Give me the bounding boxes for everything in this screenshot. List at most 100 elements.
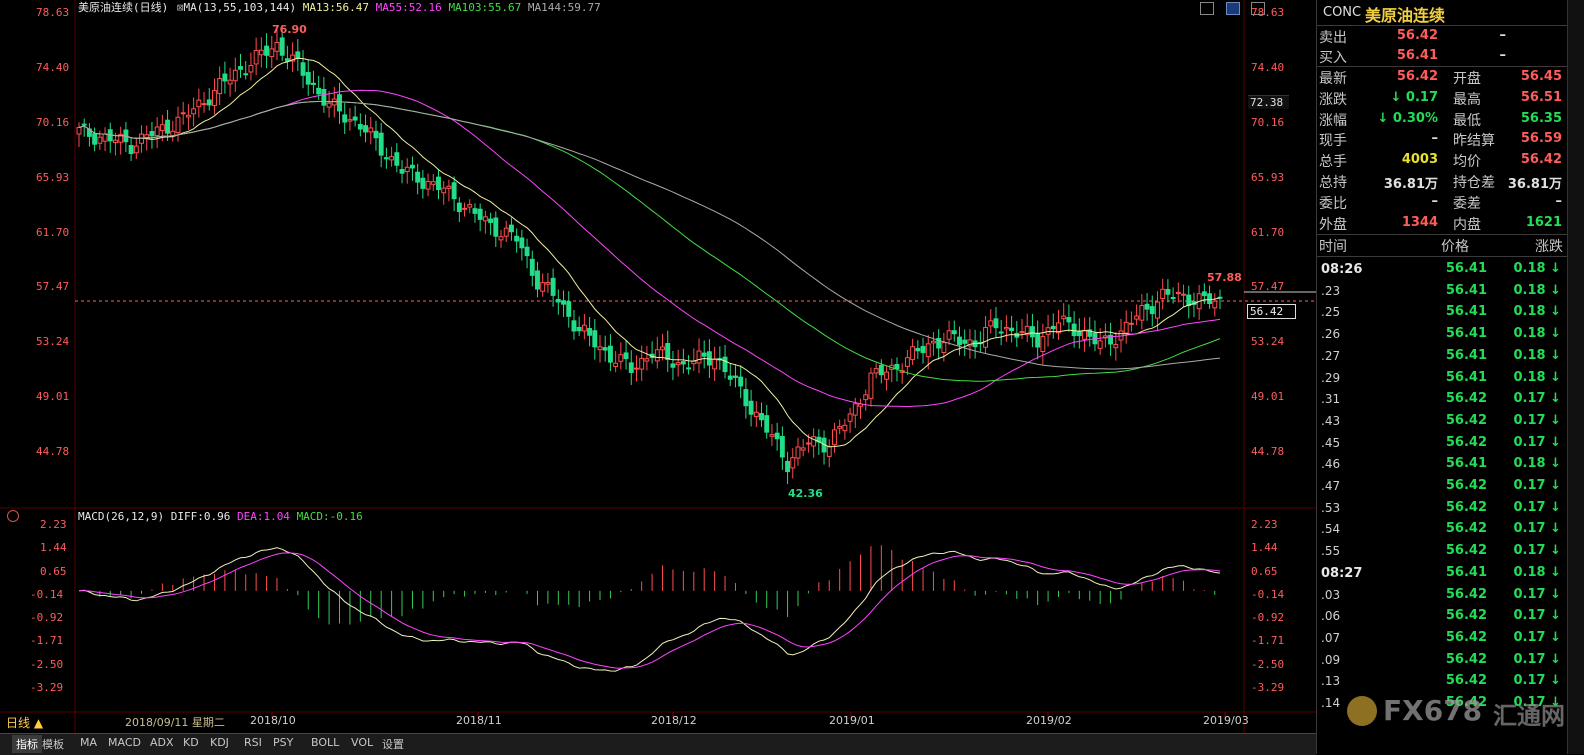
tick-row[interactable]: .46 56.41 0.18 ↓ [1317, 454, 1569, 475]
candle [1009, 315, 1015, 343]
tick-row[interactable]: .07 56.42 0.17 ↓ [1317, 628, 1569, 649]
layout-icon[interactable] [1251, 2, 1266, 15]
candle [1165, 279, 1171, 303]
date-label: 2018/11 [456, 714, 502, 727]
macd-tick-right: -2.50 [1251, 657, 1285, 671]
chart-area[interactable]: 76.90 42.36 57.88 美原油连续(日线) ⊠MA(13,55,103,… [0, 0, 1316, 754]
macd-tick-left: 0.65 [40, 564, 67, 578]
tab-9[interactable]: BOLL [311, 736, 340, 749]
candle [462, 202, 467, 217]
candle [587, 317, 593, 347]
ma-settings-icon[interactable]: ⊠ [176, 1, 184, 14]
candle [1056, 309, 1061, 340]
stat-value: 56.35 [1520, 110, 1562, 126]
stat-label: 最高 [1453, 91, 1481, 108]
dea-value: DEA:1.04 [236, 510, 290, 523]
tick-row[interactable]: .27 56.41 0.18 ↓ [1317, 346, 1569, 367]
tick-row[interactable]: .31 56.42 0.17 ↓ [1317, 389, 1569, 410]
stat-label: 总持 [1319, 175, 1347, 191]
candle [607, 334, 613, 372]
macd-tick-left: 2.23 [40, 518, 67, 531]
tab-3[interactable]: MACD [108, 736, 141, 749]
tick-row[interactable]: .26 56.41 0.18 ↓ [1317, 324, 1569, 345]
quote-scrollbar[interactable] [1567, 0, 1584, 754]
macd-tick-right: 2.23 [1251, 518, 1278, 531]
dea-line [78, 552, 1221, 669]
candle [258, 37, 264, 68]
tick-time: .25 [1321, 305, 1341, 320]
macd-tick-left: -0.14 [30, 587, 64, 601]
tick-header-price: 价格 [1441, 239, 1469, 255]
tab-5[interactable]: KD [183, 736, 199, 749]
candle [1092, 320, 1098, 352]
tick-price: 56.41 [1445, 369, 1487, 385]
tick-row[interactable]: .14 56.42 0.17 ↓ [1317, 693, 1569, 714]
candle [1029, 313, 1035, 348]
tick-row[interactable]: .43 56.42 0.17 ↓ [1317, 411, 1569, 432]
candle [498, 229, 504, 248]
tick-row[interactable]: .25 56.41 0.18 ↓ [1317, 302, 1569, 323]
candle [1108, 322, 1114, 356]
candle [1082, 317, 1087, 352]
candle [904, 349, 910, 376]
candle [581, 314, 587, 340]
tick-row[interactable]: 08:27 56.41 0.18 ↓ [1317, 563, 1569, 584]
tick-change: 0.18 ↓ [1513, 326, 1562, 342]
candle [930, 332, 936, 356]
tick-price: 56.42 [1445, 629, 1487, 645]
tab-1[interactable]: 模板 [42, 738, 64, 751]
candle [680, 348, 686, 374]
tick-time: .31 [1321, 392, 1341, 407]
candle [347, 108, 353, 131]
candle [717, 346, 723, 370]
period-selector[interactable]: 日线 ▲ [6, 716, 44, 730]
candle [180, 101, 186, 125]
candle [644, 345, 650, 371]
date-label: 2018/12 [651, 714, 697, 727]
tick-row[interactable]: .54 56.42 0.17 ↓ [1317, 519, 1569, 540]
tab-10[interactable]: VOL [351, 736, 374, 749]
candle [331, 86, 337, 118]
buy-label: 买入 [1319, 50, 1347, 66]
candle [764, 404, 770, 439]
tick-row[interactable]: .47 56.42 0.17 ↓ [1317, 476, 1569, 497]
tab-0[interactable]: 指标 [12, 735, 42, 753]
stat-value: 56.45 [1520, 69, 1562, 84]
candlestick-chart[interactable]: 76.90 42.36 57.88 [0, 0, 1316, 733]
macd-tick-left: -3.29 [30, 681, 64, 694]
stat-label: 涨跌 [1319, 91, 1347, 108]
tick-row[interactable]: .23 56.41 0.18 ↓ [1317, 281, 1569, 302]
macd-tick-right: -1.71 [1251, 634, 1285, 648]
candle [951, 320, 957, 342]
tick-row[interactable]: .55 56.42 0.17 ↓ [1317, 541, 1569, 562]
candle [284, 45, 290, 70]
tick-row[interactable]: .53 56.42 0.17 ↓ [1317, 498, 1569, 519]
candle [279, 25, 285, 61]
tick-row[interactable]: .45 56.42 0.17 ↓ [1317, 433, 1569, 454]
tick-row[interactable]: .29 56.41 0.18 ↓ [1317, 368, 1569, 389]
tick-row[interactable]: .06 56.42 0.17 ↓ [1317, 606, 1569, 627]
tick-row[interactable]: 08:26 56.41 0.18 ↓ [1317, 259, 1569, 280]
tab-6[interactable]: KDJ [210, 736, 229, 749]
candle [774, 422, 780, 451]
tick-row[interactable]: .09 56.42 0.17 ↓ [1317, 650, 1569, 671]
tab-8[interactable]: PSY [273, 736, 294, 749]
candle [884, 365, 890, 391]
maximize-icon[interactable] [1225, 2, 1240, 15]
candle [425, 173, 431, 197]
tick-row[interactable]: .03 56.42 0.17 ↓ [1317, 585, 1569, 606]
macd-settings-icon[interactable] [7, 510, 19, 522]
tab-11[interactable]: 设置 [382, 738, 404, 751]
tab-4[interactable]: ADX [150, 736, 174, 749]
candle [113, 132, 118, 156]
candle [910, 338, 916, 366]
tab-7[interactable]: RSI [244, 736, 262, 749]
restore-icon[interactable] [1200, 2, 1214, 15]
tab-2[interactable]: MA [80, 736, 98, 749]
macd-tick-right: 0.65 [1251, 564, 1278, 578]
indicator-tab-bar: 指标 模板 MA MACD ADX KD KDJ RSI PSY BOLL VOL 设置 [0, 733, 1316, 755]
tick-price: 56.41 [1445, 282, 1487, 298]
tick-row[interactable]: .13 56.42 0.17 ↓ [1317, 671, 1569, 692]
stat-label: 委比 [1319, 195, 1347, 212]
price-tick-right: 53.24 [1251, 335, 1285, 349]
